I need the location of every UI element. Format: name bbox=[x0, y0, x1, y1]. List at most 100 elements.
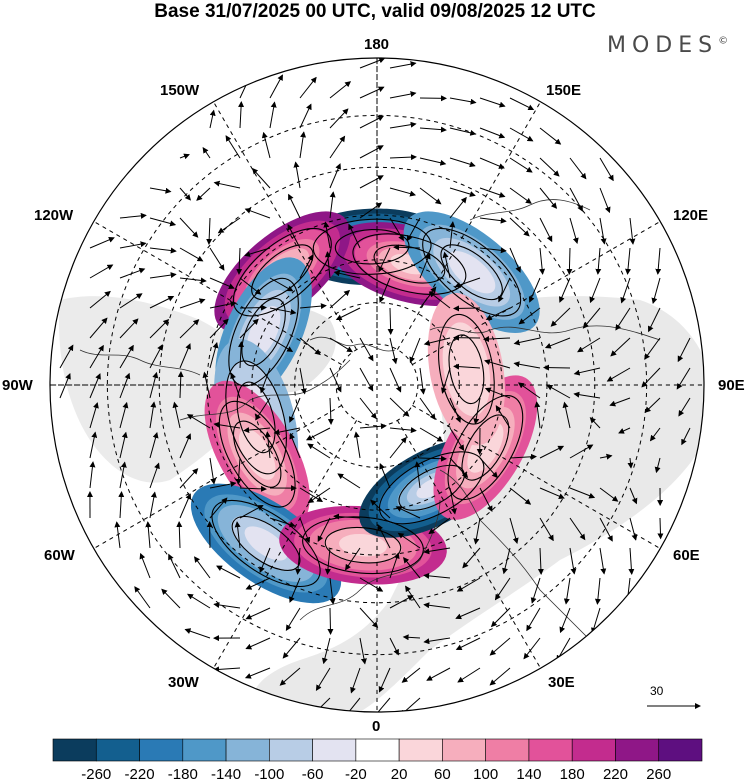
contour-line bbox=[422, 227, 522, 317]
wind-vector bbox=[509, 157, 533, 173]
wind-vector bbox=[255, 397, 271, 421]
wind-vector bbox=[299, 131, 307, 159]
wind-vector bbox=[569, 217, 579, 244]
wind-vector bbox=[566, 247, 573, 275]
wind-vector bbox=[589, 277, 601, 304]
wind-vector bbox=[455, 637, 481, 650]
wind-vector bbox=[206, 217, 213, 245]
wind-vector bbox=[599, 547, 607, 575]
brand-mark: © bbox=[718, 35, 729, 47]
wind-vector bbox=[599, 453, 613, 460]
wind-vector bbox=[89, 290, 111, 309]
wind-vector bbox=[582, 307, 601, 329]
reference-vector-label: 30 bbox=[650, 684, 664, 698]
wind-vector bbox=[329, 108, 349, 129]
wind-vector bbox=[149, 344, 163, 369]
wind-vector bbox=[649, 427, 661, 442]
wind-vector bbox=[402, 634, 421, 641]
wind-vector bbox=[419, 157, 447, 166]
wind-vector bbox=[269, 337, 294, 352]
wind-vector bbox=[677, 337, 691, 363]
contour-line bbox=[398, 464, 465, 511]
wind-vector bbox=[651, 277, 661, 305]
wind-vector bbox=[379, 277, 391, 303]
wind-vector bbox=[473, 517, 481, 545]
wind-vector bbox=[528, 277, 541, 303]
contour-group bbox=[312, 218, 432, 275]
contour-line bbox=[228, 277, 299, 387]
map-border bbox=[49, 57, 705, 713]
wind-vector bbox=[139, 552, 151, 579]
wind-vector bbox=[370, 499, 391, 519]
colorbar-label: 20 bbox=[390, 766, 408, 783]
wind-vector bbox=[299, 487, 324, 503]
wind-vector bbox=[389, 397, 410, 417]
brand-name: MODES bbox=[607, 33, 719, 58]
wind-vector bbox=[423, 337, 451, 346]
brand-logo: MODES© bbox=[607, 33, 728, 58]
contour-line bbox=[334, 228, 410, 265]
wind-vector bbox=[288, 193, 301, 219]
map-title: Base 31/07/2025 00 UTC, valid 09/08/2025… bbox=[154, 1, 596, 22]
wind-vector bbox=[526, 607, 541, 632]
wind-vector bbox=[442, 251, 451, 279]
wind-vector bbox=[176, 521, 183, 549]
wind-vector bbox=[186, 414, 211, 429]
wind-vector bbox=[389, 595, 414, 609]
colorbar-swatch bbox=[442, 738, 486, 762]
wind-vector bbox=[202, 147, 211, 159]
wind-vector bbox=[648, 307, 661, 333]
wind-vector bbox=[209, 247, 225, 271]
wind-vector bbox=[89, 344, 104, 369]
wind-vector bbox=[546, 384, 571, 399]
wind-vector bbox=[89, 264, 114, 279]
wind-vector bbox=[543, 364, 571, 371]
wind-vector bbox=[599, 487, 619, 502]
wind-vector bbox=[479, 487, 493, 512]
wind-vector bbox=[494, 577, 511, 601]
contour-group bbox=[218, 400, 296, 508]
colorbar-swatch bbox=[182, 738, 227, 762]
wind-vector bbox=[245, 607, 271, 620]
colorbar-label: -100 bbox=[254, 766, 285, 783]
wind-vector bbox=[539, 445, 565, 459]
lon-label-30e: 30E bbox=[548, 674, 575, 691]
wind-vector bbox=[594, 577, 601, 605]
wind-vector bbox=[179, 433, 192, 459]
wind-vector bbox=[441, 367, 451, 394]
wind-vector bbox=[428, 291, 451, 309]
wind-vector bbox=[179, 277, 207, 284]
wind-vector bbox=[462, 547, 481, 569]
wind-vector bbox=[239, 504, 264, 519]
wind-vector bbox=[569, 157, 587, 180]
wind-vector bbox=[329, 81, 352, 99]
wind-vector bbox=[449, 221, 456, 249]
wind-vector bbox=[149, 401, 157, 429]
wind-vector bbox=[149, 318, 170, 339]
wind-vector bbox=[484, 387, 511, 399]
wind-vector bbox=[509, 247, 521, 273]
wind-vectors bbox=[59, 58, 691, 712]
wind-vector bbox=[655, 247, 662, 275]
wind-vector bbox=[119, 431, 128, 459]
wind-vector bbox=[595, 247, 602, 275]
wind-vector bbox=[187, 593, 211, 609]
wind-vector bbox=[483, 336, 511, 343]
colorbar-swatch bbox=[312, 738, 357, 762]
lon-label-150e: 150E bbox=[546, 82, 582, 99]
wind-vector bbox=[149, 187, 172, 194]
wind-vector bbox=[544, 337, 571, 349]
wind-vector bbox=[289, 432, 301, 459]
wind-vector bbox=[509, 517, 519, 544]
wind-vector bbox=[323, 221, 331, 249]
colorbar-label: -20 bbox=[345, 766, 367, 783]
wind-vector bbox=[345, 547, 361, 571]
colorbar-swatch bbox=[355, 738, 400, 762]
wind-vector bbox=[269, 517, 296, 528]
wind-vector bbox=[213, 666, 241, 673]
wind-vector bbox=[610, 337, 631, 357]
wind-vector bbox=[209, 109, 216, 129]
wind-vector bbox=[295, 547, 302, 575]
contour-line bbox=[352, 233, 467, 295]
